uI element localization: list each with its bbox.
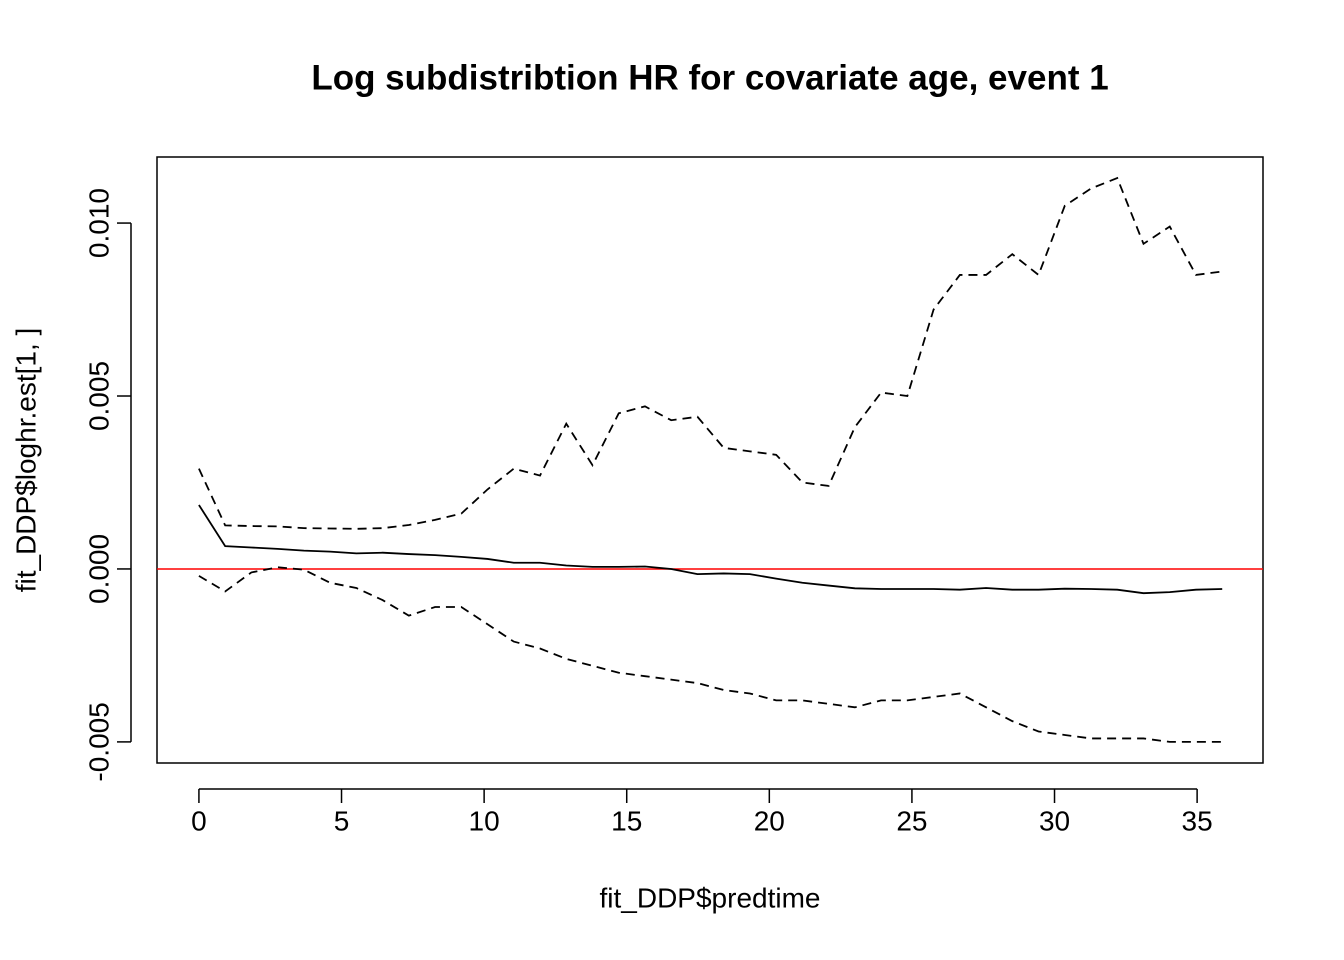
x-tick-label: 15	[611, 805, 642, 836]
series-line	[198, 176, 1223, 530]
x-tick-label: 20	[754, 805, 785, 836]
y-tick-label: 0.000	[83, 534, 114, 604]
series-line	[198, 566, 1223, 743]
x-tick-label: 10	[469, 805, 500, 836]
x-axis-label: fit_DDP$predtime	[600, 882, 821, 913]
series-line	[198, 504, 1223, 595]
y-tick-label: -0.005	[83, 702, 114, 781]
chart-title: Log subdistribtion HR for covariate age,…	[311, 58, 1108, 97]
x-tick-label: 5	[334, 805, 350, 836]
y-tick-label: 0.005	[83, 361, 114, 431]
x-tick-label: 0	[191, 805, 207, 836]
x-tick-label: 30	[1039, 805, 1070, 836]
y-tick-label: 0.010	[83, 188, 114, 258]
y-axis-label: fit_DDP$loghr.est[1, ]	[10, 328, 41, 593]
x-tick-label: 35	[1182, 805, 1213, 836]
plot-frame	[156, 156, 1264, 764]
x-tick-label: 25	[896, 805, 927, 836]
